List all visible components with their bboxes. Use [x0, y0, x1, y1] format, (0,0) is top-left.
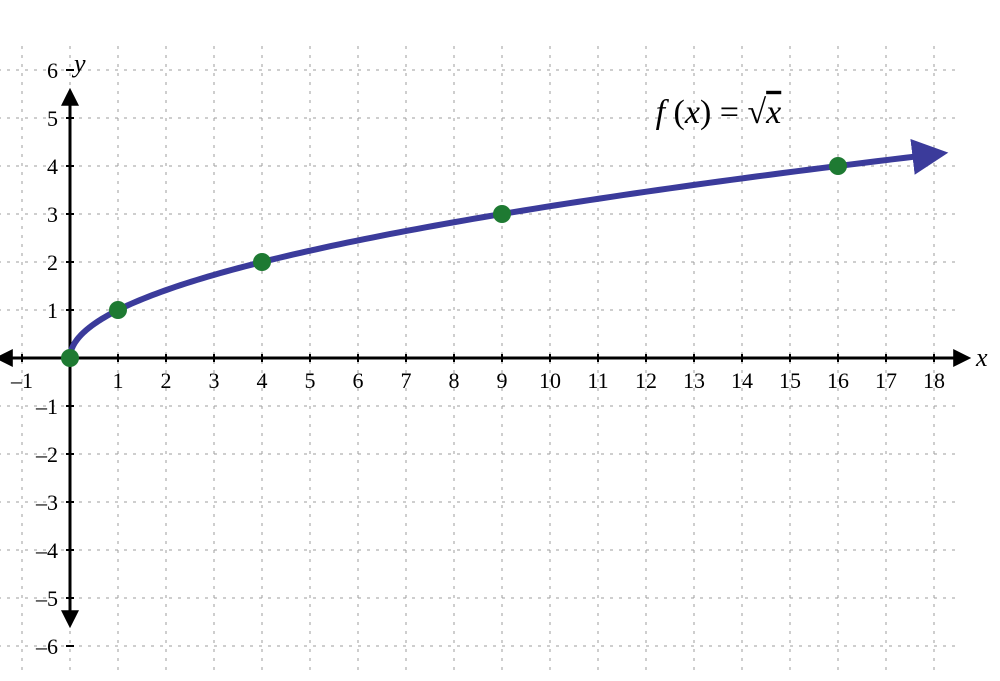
y-tick-label: –2 — [35, 442, 58, 467]
x-tick-label: 10 — [539, 368, 561, 393]
y-tick-label: 4 — [47, 154, 58, 179]
data-point — [493, 205, 511, 223]
x-tick-label: –1 — [10, 368, 33, 393]
y-tick-label: –3 — [35, 490, 58, 515]
data-point — [61, 349, 79, 367]
y-tick-label: –5 — [35, 586, 58, 611]
x-tick-label: 12 — [635, 368, 657, 393]
x-tick-label: 14 — [731, 368, 753, 393]
x-tick-label: 9 — [497, 368, 508, 393]
y-tick-label: 1 — [47, 298, 58, 323]
svg-text:f (x) = √x: f (x) = √x — [656, 94, 782, 131]
data-point — [109, 301, 127, 319]
data-point — [829, 157, 847, 175]
x-tick-label: 13 — [683, 368, 705, 393]
y-tick-label: –1 — [35, 394, 58, 419]
x-tick-label: 1 — [113, 368, 124, 393]
x-tick-label: 2 — [161, 368, 172, 393]
x-tick-label: 3 — [209, 368, 220, 393]
y-tick-label: –6 — [35, 634, 58, 659]
x-tick-label: 6 — [353, 368, 364, 393]
y-axis-label: y — [71, 49, 86, 78]
x-tick-label: 8 — [449, 368, 460, 393]
x-tick-label: 16 — [827, 368, 849, 393]
y-tick-label: 6 — [47, 58, 58, 83]
x-tick-label: 15 — [779, 368, 801, 393]
y-tick-label: 2 — [47, 250, 58, 275]
x-tick-label: 18 — [923, 368, 945, 393]
x-tick-label: 17 — [875, 368, 897, 393]
x-tick-label: 4 — [257, 368, 268, 393]
y-tick-label: 5 — [47, 106, 58, 131]
x-axis-label: x — [975, 343, 988, 372]
y-tick-label: 3 — [47, 202, 58, 227]
x-tick-label: 5 — [305, 368, 316, 393]
data-point — [253, 253, 271, 271]
sqrt-function-plot: –1123456789101112131415161718–6–5–4–3–2–… — [0, 0, 1000, 681]
x-tick-label: 11 — [587, 368, 608, 393]
function-label: f (x) = √x — [656, 94, 782, 131]
x-tick-label: 7 — [401, 368, 412, 393]
y-tick-label: –4 — [35, 538, 58, 563]
